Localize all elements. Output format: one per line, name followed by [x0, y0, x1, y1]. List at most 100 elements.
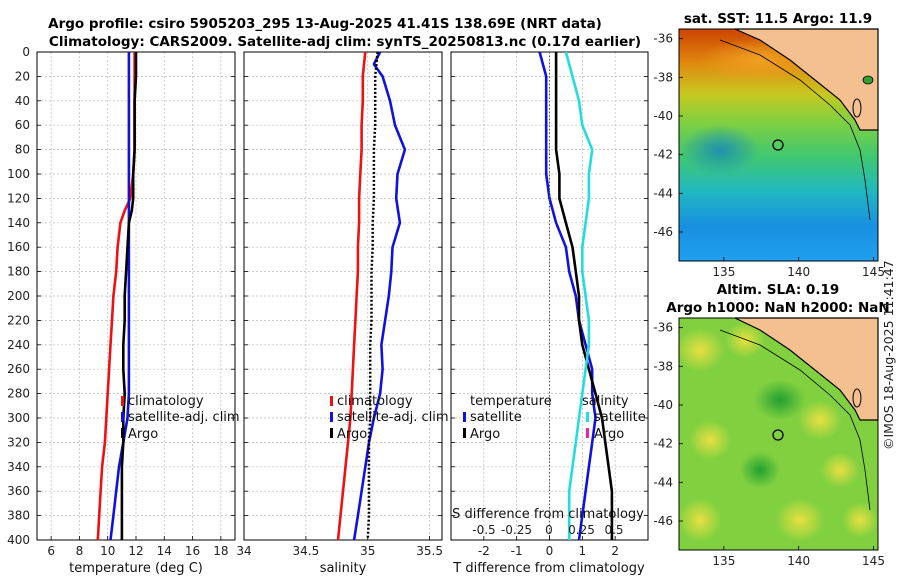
s-difference-ticks: -0.5 -0.25 0 0.25 0.5	[472, 523, 623, 537]
xtick-salinity-34: 34	[236, 544, 251, 558]
legend3-swatch-satellite	[463, 412, 466, 422]
legend3-argo: Argo	[470, 427, 500, 442]
legend2-satellite: satellite-adj. clim	[337, 410, 449, 425]
xtick-salinity-35.5: 35.5	[416, 544, 443, 558]
series-temperature-satellite-adj-clim	[109, 52, 131, 541]
legend-swatch-climatology	[121, 396, 124, 406]
legend-argo: Argo	[128, 427, 158, 442]
difference-panel: -2 -1 0 1 2 T difference from climatology S …	[450, 51, 649, 576]
temperature-panel: 6 8 10 12 14 16 18 temperature (deg C) climato…	[36, 51, 240, 576]
depth-tick-240: 240	[7, 338, 30, 352]
depth-tick-220: 220	[7, 313, 30, 327]
depth-tick-20: 20	[15, 69, 30, 83]
legend-swatch-satellite	[121, 412, 124, 422]
lat-tick--46: -46	[653, 514, 673, 528]
lat-tick--40: -40	[653, 109, 673, 123]
legend2-swatch-climatology	[330, 396, 333, 406]
depth-tick-380: 380	[7, 509, 30, 523]
lon-tick-135: 135	[712, 265, 735, 279]
legend3-satellite: satellite	[470, 410, 522, 425]
xtick-difference-1: 1	[579, 544, 587, 558]
lat-tick--38: -38	[653, 359, 673, 373]
temperature-xlabel: temperature (deg C)	[69, 561, 203, 576]
sla-map: -36 -38 -40 -42 -44 -46 135 140 145	[653, 317, 885, 568]
lat-tick--46: -46	[653, 225, 673, 239]
depth-tick-260: 260	[7, 362, 30, 376]
depth-tick-40: 40	[15, 94, 30, 108]
depth-axis-ticks: 0 20 40 60 80 100 120 140 160 180 200 220 240 260 280 3…	[7, 45, 648, 547]
salinity-xlabel: salinity	[320, 561, 367, 576]
xtick-temperature-12: 12	[128, 544, 143, 558]
difference-xlabel: T difference from climatology	[452, 561, 645, 576]
depth-tick-60: 60	[15, 118, 30, 132]
depth-tick-320: 320	[7, 435, 30, 449]
xtick-temperature-16: 16	[185, 544, 200, 558]
series-difference-temperature-satellite	[538, 51, 597, 541]
depth-tick-300: 300	[7, 411, 30, 425]
depth-tick-0: 0	[22, 45, 30, 59]
salinity-panel: 34 34.5 35 35.5 salinity climatology satell…	[236, 51, 449, 576]
sst-map-title: sat. SST: 11.5 Argo: 11.9	[684, 11, 872, 27]
figure-title-line1: Argo profile: csiro 5905203_295 13-Aug-2…	[48, 16, 602, 32]
temperature-legend: climatology satellite-adj. clim Argo	[121, 394, 240, 442]
legend-swatch-argo	[121, 428, 124, 438]
legend2-argo: Argo	[337, 427, 367, 442]
salinity-legend: climatology satellite-adj. clim Argo	[330, 394, 449, 442]
series-salinity-argo	[366, 51, 379, 541]
legend-climatology: climatology	[128, 394, 204, 409]
xtick-temperature-6: 6	[47, 544, 55, 558]
legend2-swatch-argo	[330, 428, 333, 438]
xtick-difference-2: 2	[611, 544, 619, 558]
depth-tick-400: 400	[7, 533, 30, 547]
depth-tick-100: 100	[7, 167, 30, 181]
series-difference-temperature-argo	[554, 52, 614, 540]
xtick-temperature-8: 8	[76, 544, 84, 558]
depth-tick-340: 340	[7, 460, 30, 474]
depth-tick-160: 160	[7, 240, 30, 254]
sst-map: -36 -38 -40 -42 -44 -46 135 140 145	[653, 28, 885, 279]
figure-title-line2: Climatology: CARS2009. Satellite-adj cli…	[49, 34, 641, 50]
series-salinity-satellite-adj-clim	[352, 51, 407, 541]
legend3-swatch-sal-argo	[586, 428, 589, 438]
lon-tick-145: 145	[862, 554, 885, 568]
lat-tick--42: -42	[653, 148, 673, 162]
s-diff-tick-0: 0	[545, 523, 553, 537]
legend2-swatch-satellite	[330, 412, 333, 422]
lat-tick--36: -36	[653, 321, 673, 335]
lat-tick--42: -42	[653, 437, 673, 451]
lon-tick-140: 140	[787, 554, 810, 568]
xtick-salinity-35: 35	[360, 544, 375, 558]
series-salinity-climatology	[336, 51, 367, 541]
lon-tick-140: 140	[787, 265, 810, 279]
depth-tick-180: 180	[7, 265, 30, 279]
sla-map-title1: Altim. SLA: 0.19	[717, 282, 839, 298]
legend3-swatch-argo	[463, 428, 466, 438]
depth-tick-200: 200	[7, 289, 30, 303]
xtick-difference--2: -2	[478, 544, 490, 558]
xtick-difference-0: 0	[546, 544, 554, 558]
series-temperature-argo	[120, 52, 138, 540]
lat-tick--44: -44	[653, 475, 673, 489]
depth-tick-120: 120	[7, 191, 30, 205]
legend2-climatology: climatology	[337, 394, 413, 409]
lat-tick--44: -44	[653, 186, 673, 200]
s-diff-tick-0.25: 0.25	[568, 523, 595, 537]
sla-map-title2: Argo h1000: NaN h2000: NaN	[666, 300, 889, 316]
xtick-difference--1: -1	[511, 544, 523, 558]
series-difference-salinity-satellite	[564, 51, 594, 540]
depth-tick-360: 360	[7, 484, 30, 498]
sla-argo-location	[772, 429, 784, 441]
s-diff-tick-0.5: 0.5	[604, 523, 623, 537]
legend-salinity-title: salinity	[582, 394, 629, 409]
s-diff-tick--0.5: -0.5	[472, 523, 495, 537]
lat-tick--38: -38	[653, 70, 673, 84]
xtick-salinity-34.5: 34.5	[293, 544, 320, 558]
watermark: ©IMOS 18-Aug-2025 11:41:47	[881, 260, 896, 450]
lat-tick--40: -40	[653, 398, 673, 412]
legend-temperature-title: temperature	[470, 394, 552, 409]
depth-tick-280: 280	[7, 387, 30, 401]
depth-tick-80: 80	[15, 143, 30, 157]
difference-legend: temperature satellite Argo salinity sate…	[463, 394, 646, 442]
legend3-swatch-sal-satellite	[586, 412, 589, 422]
depth-tick-140: 140	[7, 216, 30, 230]
